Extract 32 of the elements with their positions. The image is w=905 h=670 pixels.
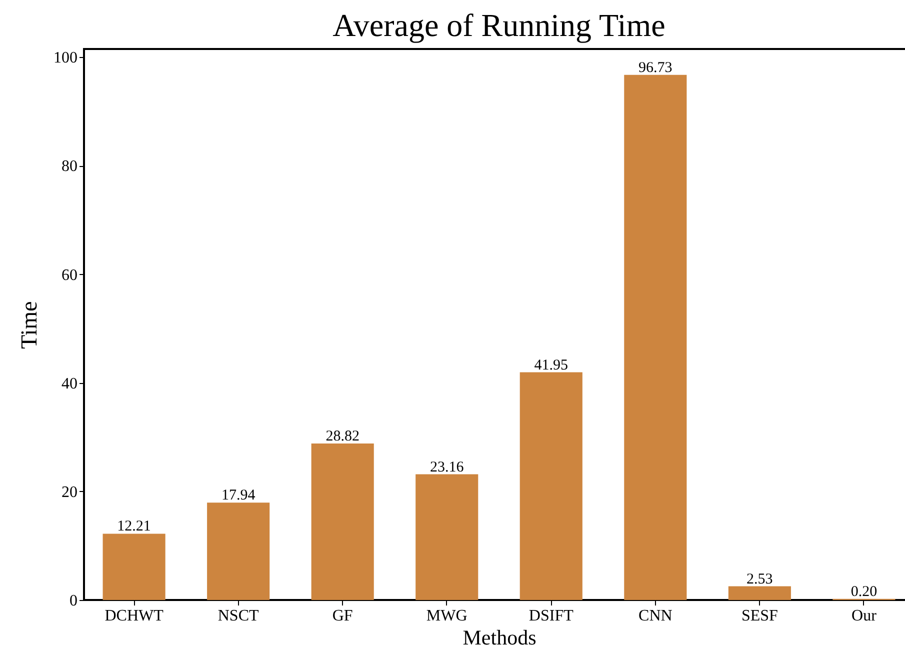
y-axis-title: Time [16, 301, 42, 349]
x-tick-label: DSIFT [528, 608, 574, 624]
bar [416, 474, 478, 600]
data-label: 2.53 [746, 571, 773, 588]
x-tick-label: Our [852, 608, 878, 624]
y-tick-label: 80 [62, 158, 78, 176]
bar [624, 74, 687, 600]
x-tick-label: GF [332, 608, 353, 624]
y-tick-label: 60 [62, 266, 78, 284]
x-axis-title: Methods [462, 626, 536, 650]
y-tick-label: 0 [70, 592, 78, 610]
x-tick-label: SESF [741, 608, 778, 624]
data-label: 41.95 [534, 357, 568, 374]
x-tick-label: CNN [638, 608, 673, 624]
y-tick-label: 100 [54, 50, 78, 67]
x-tick-label: NSCT [218, 608, 259, 624]
bar [728, 586, 791, 600]
y-tick-label: 40 [62, 375, 78, 392]
chart-title: Average of Running Time [332, 7, 666, 43]
bar [311, 444, 374, 600]
data-label: 23.16 [430, 459, 464, 476]
bar [102, 534, 166, 600]
x-tick-label: MWG [426, 608, 468, 624]
data-label: 12.21 [117, 518, 151, 535]
data-label: 28.82 [326, 428, 360, 445]
data-label: 96.73 [638, 60, 672, 76]
bar [207, 502, 270, 600]
data-label: 0.20 [850, 584, 878, 600]
x-tick-label: DCHWT [104, 608, 164, 624]
y-tick-label: 20 [62, 484, 78, 501]
bar [520, 372, 582, 600]
data-label: 17.94 [221, 488, 256, 504]
